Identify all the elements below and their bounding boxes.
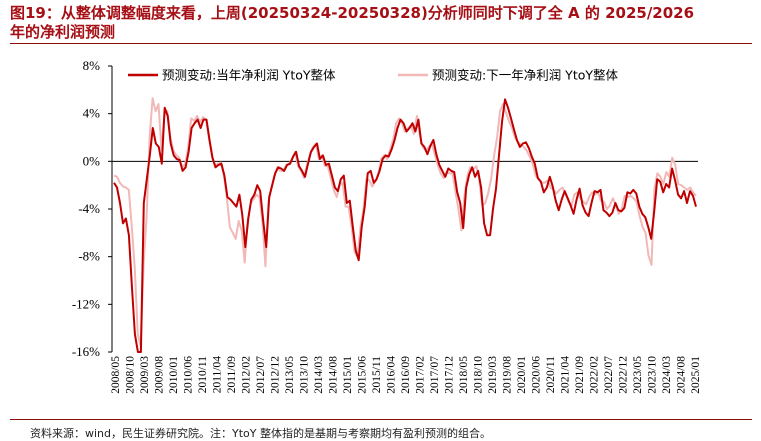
plot-area [111,66,698,353]
y-tick-label: -16% [72,344,100,359]
x-tick-label: 2012/02 [241,356,253,394]
x-tick-label: 2022/07 [603,356,615,394]
y-tick-label: -12% [72,296,100,311]
x-tick-label: 2020/01 [516,356,528,394]
x-tick-label: 2020/06 [531,356,543,394]
x-tick-label: 2015/01 [342,356,354,394]
x-tick-label: 2014/08 [328,356,340,394]
x-tick-label: 2023/05 [632,356,644,394]
y-tick-label: 8% [83,58,101,73]
x-tick-label: 2010/01 [168,356,180,394]
footer-divider [10,419,752,420]
chart-title: 图19：从整体调整幅度来看，上周(20250324-20250328)分析师同时… [10,4,750,42]
x-tick-label: 2012/07 [255,356,267,394]
y-tick-label: 0% [83,153,101,168]
x-tick-label: 2017/02 [415,356,427,394]
x-tick-label: 2024/03 [661,356,673,394]
series-line-next-year [113,97,697,347]
x-tick-label: 2015/11 [371,356,383,394]
x-tick-label: 2016/04 [386,356,398,394]
x-tick-label: 2018/05 [458,356,470,394]
x-tick-label: 2017/12 [444,356,456,394]
x-tick-label: 2009/03 [139,356,151,394]
x-tick-label: 2010/11 [197,356,209,394]
legend: 预测变动:当年净利润 YtoY整体 预测变动:下一年净利润 YtoY整体 [128,68,619,83]
x-tick-label: 2009/08 [154,356,166,394]
source-note: 资料来源：wind，民生证券研究院。注：YtoY 整体指的是基期与考察期均有盈利… [30,427,491,440]
legend-label-current-year: 预测变动:当年净利润 YtoY整体 [162,68,336,83]
x-tick-label: 2017/07 [429,356,441,394]
y-tick-label: -4% [78,201,100,216]
y-axis: 8% 4% 0% -4% -8% -12% -16% [72,58,112,359]
x-tick-label: 2014/03 [313,356,325,394]
y-tick-label: 4% [83,106,101,121]
series-layer [113,97,697,353]
x-tick-label: 2015/06 [357,356,369,394]
x-tick-label: 2016/09 [400,356,412,394]
x-tick-label: 2011/09 [226,356,238,394]
x-tick-label: 2019/08 [502,356,514,394]
title-divider [10,43,752,44]
x-tick-label: 2022/02 [589,356,601,394]
x-tick-label: 2013/05 [284,356,296,394]
series-line-current-year [113,98,697,353]
x-tick-label: 2012/12 [270,356,282,394]
x-tick-label: 2020/11 [545,356,557,394]
legend-label-next-year: 预测变动:下一年净利润 YtoY整体 [432,68,619,83]
x-axis: 2008/05 2008/10 2009/03 2009/08 2010/01 2010/… [110,356,702,394]
x-tick-label: 2019/03 [487,356,499,394]
x-tick-label: 2024/08 [676,356,688,394]
x-tick-label: 2011/04 [212,356,224,394]
chart-title-line-2: 年的净利润预测 [10,23,116,41]
y-tick-label: -8% [78,249,100,264]
x-tick-label: 2021/09 [574,356,586,394]
x-tick-label: 2021/04 [560,356,572,394]
x-tick-label: 2025/01 [690,356,702,394]
chart-title-line-1: 图19：从整体调整幅度来看，上周(20250324-20250328)分析师同时… [10,4,695,22]
x-tick-label: 2013/10 [299,356,311,394]
x-tick-label: 2010/06 [183,356,195,394]
x-tick-label: 2008/10 [125,356,137,394]
x-tick-label: 2023/10 [647,356,659,394]
x-tick-label: 2008/05 [110,356,122,394]
x-tick-label: 2018/10 [473,356,485,394]
x-tick-label: 2022/12 [618,356,630,394]
